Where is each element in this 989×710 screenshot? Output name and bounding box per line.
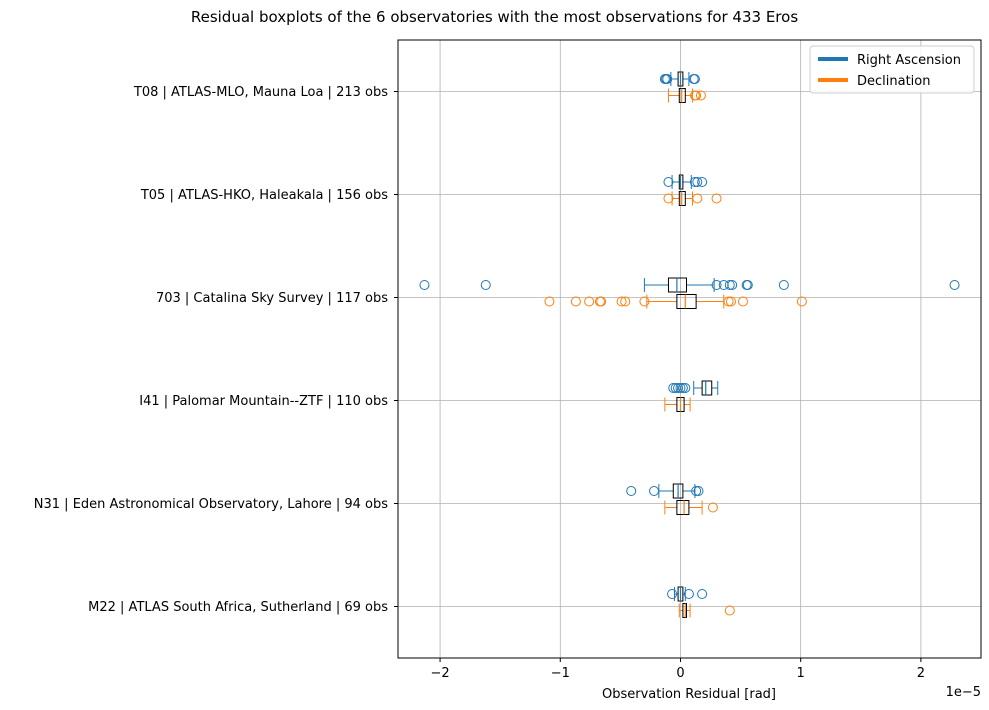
x-tick-label: 0 (676, 666, 684, 681)
plot-area-frame (397, 39, 982, 659)
outlier-right-ascension (724, 280, 735, 290)
y-axis-labels: T08 | ATLAS-MLO, Mauna Loa | 213 obs T05 … (34, 85, 398, 615)
x-tick-label: −2 (430, 666, 449, 681)
legend-label-declination: Declination (857, 74, 931, 89)
outlier-right-ascension (778, 280, 789, 290)
legend-label-right-ascension: Right Ascension (857, 53, 961, 68)
outlier-declination (695, 90, 706, 101)
outlier-declination (707, 502, 718, 513)
outlier-right-ascension (480, 280, 491, 290)
outlier-declination (596, 296, 607, 307)
y-tick-label: I41 | Palomar Mountain--ZTF | 110 obs (139, 394, 388, 409)
outlier-declination (620, 296, 631, 307)
y-tick-label: T08 | ATLAS-MLO, Mauna Loa | 213 obs (133, 85, 388, 100)
box-declination (676, 294, 697, 309)
outlier-right-ascension (663, 177, 674, 187)
outlier-declination (616, 296, 627, 307)
box-group-declination (667, 88, 706, 103)
box-declination (678, 191, 686, 206)
x-tick-label: 1 (797, 666, 805, 681)
box-group-right-ascension (667, 586, 708, 602)
box-group-right-ascension (659, 71, 700, 87)
box-right-ascension (667, 277, 687, 293)
box-group-declination (663, 191, 722, 206)
x-axis-scale-factor: 1e−5 (946, 685, 981, 700)
outlier-declination (796, 296, 807, 307)
outlier-declination (570, 296, 581, 307)
outlier-right-ascension (689, 74, 700, 84)
x-axis-label: Observation Residual [rad] (602, 687, 776, 702)
box-group-declination (678, 603, 735, 618)
outlier-right-ascension (949, 280, 960, 290)
outlier-right-ascension (683, 589, 694, 599)
box-group-right-ascension (663, 174, 708, 190)
outlier-right-ascension (649, 486, 660, 496)
box-group-right-ascension (626, 483, 704, 499)
outlier-right-ascension (670, 383, 681, 393)
box-declination (678, 88, 686, 103)
outlier-declination (639, 296, 650, 307)
outlier-declination (692, 193, 703, 204)
box-right-ascension (701, 380, 713, 396)
y-tick-label: N31 | Eden Astronomical Observatory, Lah… (34, 497, 388, 512)
outlier-declination (663, 193, 674, 204)
outlier-declination (584, 296, 595, 307)
outlier-right-ascension (689, 177, 700, 187)
outlier-right-ascension (718, 280, 729, 290)
legend-frame (809, 45, 975, 94)
outlier-right-ascension (742, 280, 753, 290)
box-declination (682, 603, 687, 618)
x-tick-label: 2 (917, 666, 925, 681)
outlier-right-ascension (667, 589, 678, 599)
box-group-right-ascension (668, 380, 719, 396)
outlier-right-ascension (692, 177, 703, 187)
outlier-right-ascension (680, 383, 691, 393)
box-group-declination (664, 500, 718, 515)
y-tick-label: T05 | ATLAS-HKO, Haleakala | 156 obs (140, 188, 388, 203)
outlier-right-ascension (727, 280, 738, 290)
outlier-declination (723, 296, 734, 307)
outlier-right-ascension (697, 177, 708, 187)
outlier-right-ascension (626, 486, 637, 496)
box-group-right-ascension (419, 277, 960, 293)
box-group-declination (664, 397, 691, 412)
outlier-declination (737, 296, 748, 307)
box-group-declination (544, 294, 807, 309)
box-layer (419, 71, 960, 618)
outlier-right-ascension (668, 383, 679, 393)
outlier-right-ascension (711, 280, 722, 290)
y-tick-label: 703 | Catalina Sky Survey | 117 obs (156, 291, 388, 306)
y-tick-label: M22 | ATLAS South Africa, Sutherland | 6… (88, 600, 388, 615)
outlier-declination (724, 605, 735, 616)
outlier-right-ascension (697, 589, 708, 599)
grid-lines (398, 40, 981, 658)
outlier-declination (725, 296, 736, 307)
outlier-right-ascension (677, 383, 688, 393)
outlier-declination (711, 193, 722, 204)
x-tick-label: −1 (551, 666, 570, 681)
outlier-right-ascension (419, 280, 430, 290)
legend: Right Ascension Declination (809, 45, 975, 94)
outlier-declination (544, 296, 555, 307)
outlier-declination (691, 90, 702, 101)
outlier-right-ascension (675, 383, 686, 393)
outlier-right-ascension (693, 486, 704, 496)
outlier-right-ascension (691, 486, 702, 496)
chart-title: Residual boxplots of the 6 observatories… (191, 8, 798, 26)
x-axis-ticks: −2 −1 0 1 2 (430, 658, 925, 681)
box-declination (676, 500, 690, 515)
outlier-right-ascension (673, 383, 684, 393)
outlier-right-ascension (662, 74, 673, 84)
box-right-ascension (678, 174, 684, 190)
